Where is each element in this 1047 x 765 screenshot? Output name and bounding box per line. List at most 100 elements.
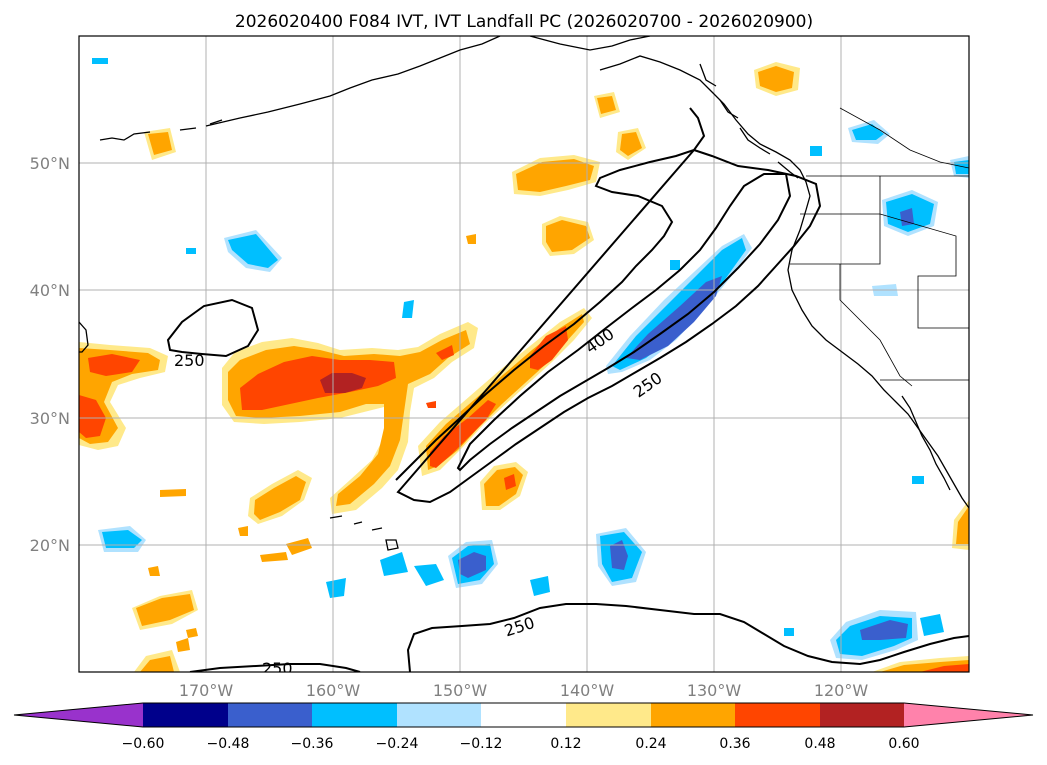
positive-anomaly-fields (79, 62, 969, 672)
colorbar-seg-extend-min (14, 703, 143, 727)
anomaly-neg-small-1 (402, 300, 414, 318)
colorbar-seg-6 (566, 703, 651, 727)
coastline-us-west (787, 209, 969, 509)
anomaly-neg-idaho-blue (900, 208, 914, 226)
contour-label-west-250: 250 (174, 351, 205, 370)
colorbar-outline (13, 702, 1034, 728)
colorbar-tick-label: 0.24 (635, 736, 666, 752)
anomaly-neg-small-5 (530, 576, 550, 596)
coastline-aleutians (99, 119, 223, 141)
anomaly-blob-alaska-orange (758, 66, 794, 92)
lon-label-140w: 140°W (560, 681, 615, 700)
contour-label-bottom-250: 250 (262, 659, 293, 678)
anomaly-central-darkred (320, 373, 366, 393)
anomaly-neg-north-sky (228, 234, 278, 268)
anomaly-neg-corner-sky (954, 160, 969, 174)
colorbar: −0.60 −0.48 −0.36 −0.24 −0.12 0.12 0.24 … (13, 702, 1034, 752)
anomaly-neg-small-12 (670, 260, 680, 270)
anomaly-neg-small-9 (186, 248, 196, 254)
lon-label-150w: 150°W (433, 681, 488, 700)
colorbar-seg-3 (312, 703, 397, 727)
coastline-west-edge (79, 321, 89, 353)
anomaly-neg-west-sky (102, 530, 142, 548)
colorbar-tick-label: −0.60 (122, 736, 165, 752)
colorbar-seg-4 (397, 703, 481, 727)
contour-bottom-250 (189, 663, 361, 672)
border-canada-inner (839, 107, 969, 169)
map-area: 250 400 250 250 250 (79, 36, 969, 678)
contour-jet-outer (395, 107, 822, 504)
colorbar-seg-1 (143, 703, 228, 727)
coastline-alaska (205, 36, 811, 211)
ivt-contours (166, 107, 969, 672)
anomaly-dot-3 (286, 538, 312, 555)
anomaly-central-red-small (436, 345, 454, 360)
colorbar-seg-9 (820, 703, 904, 727)
political-borders (790, 107, 969, 387)
anomaly-dot-1 (160, 489, 186, 497)
latitude-axis: 50°N 40°N 30°N 20°N (30, 154, 70, 555)
anomaly-neg-south-blue (610, 540, 628, 570)
coastlines (79, 36, 969, 551)
map-frame (78, 35, 970, 673)
anomaly-dot-8 (466, 234, 476, 244)
anomaly-blob-south-corner-orange (140, 656, 174, 672)
anomaly-west-blob-red (79, 395, 106, 438)
anomaly-blob-north1-orange (516, 159, 594, 192)
anomaly-dot-4 (148, 566, 160, 576)
anomaly-neg-small-6 (920, 614, 944, 636)
lat-label-20n: 20°N (30, 536, 70, 555)
anomaly-neg-small-4 (326, 578, 346, 598)
lat-label-30n: 30°N (30, 409, 70, 428)
coastline-baja (901, 395, 951, 491)
anomaly-dot-5 (238, 526, 248, 536)
colorbar-seg-8 (735, 703, 820, 727)
anomaly-blob-southeast-red (920, 664, 969, 672)
anomaly-neg-southeast-blue (860, 620, 908, 640)
colorbar-seg-extend-max (904, 703, 1033, 727)
anomaly-neg-small-2 (380, 552, 408, 576)
lon-label-120w: 120°W (814, 681, 869, 700)
anomaly-blob-near-hawaii-nw-orange (254, 476, 306, 520)
colorbar-tick-label: 0.36 (719, 736, 750, 752)
lon-label-160w: 160°W (306, 681, 361, 700)
border-idaho (879, 213, 969, 329)
colorbar-tick-label: 0.60 (888, 736, 919, 752)
anomaly-dot-7 (186, 628, 198, 638)
lon-label-170w: 170°W (179, 681, 234, 700)
lon-label-130w: 130°W (687, 681, 742, 700)
anomaly-neg-hawaii-a-blue (458, 552, 486, 578)
colorbar-seg-5 (481, 703, 566, 727)
anomaly-west-blob-red2 (88, 354, 140, 376)
anomaly-blob-north4-orange (620, 132, 642, 156)
contour-south-250 (406, 603, 969, 672)
lat-label-50n: 50°N (30, 154, 70, 173)
anomaly-blob-southwest-orange (136, 594, 194, 626)
border-oregon-ca (790, 214, 881, 265)
anomaly-blob-aleutian-orange (148, 132, 172, 155)
colorbar-seg-2 (228, 703, 312, 727)
anomaly-central-red-dot (426, 401, 436, 408)
graticule (79, 36, 969, 672)
colorbar-tick-label: −0.24 (376, 736, 419, 752)
anomaly-blob-north2-orange (546, 220, 590, 252)
anomaly-neg-small-8 (912, 476, 924, 484)
anomaly-blob-north3-orange (597, 96, 616, 114)
colorbar-tick-label: 0.48 (804, 736, 835, 752)
colorbar-tick-label: −0.36 (291, 736, 334, 752)
anomaly-central-red (240, 356, 396, 410)
colorbar-tick-label: −0.48 (207, 736, 250, 752)
anomaly-jet-red (430, 400, 496, 468)
coastline-bc-archipelago (699, 63, 799, 179)
anomaly-neg-jet-blue (626, 276, 722, 360)
anomaly-neg-small-13 (784, 628, 794, 636)
anomaly-neg-small-11 (810, 146, 822, 156)
anomaly-blob-baja-orange (956, 506, 969, 544)
anomaly-blob-south-jet-red (504, 474, 516, 490)
colorbar-seg-7 (651, 703, 735, 727)
anomaly-neg-small-3 (414, 564, 444, 586)
colorbar-tick-label: 0.12 (550, 736, 581, 752)
border-ca-nv (839, 264, 913, 387)
contour-west-250 (166, 298, 260, 358)
